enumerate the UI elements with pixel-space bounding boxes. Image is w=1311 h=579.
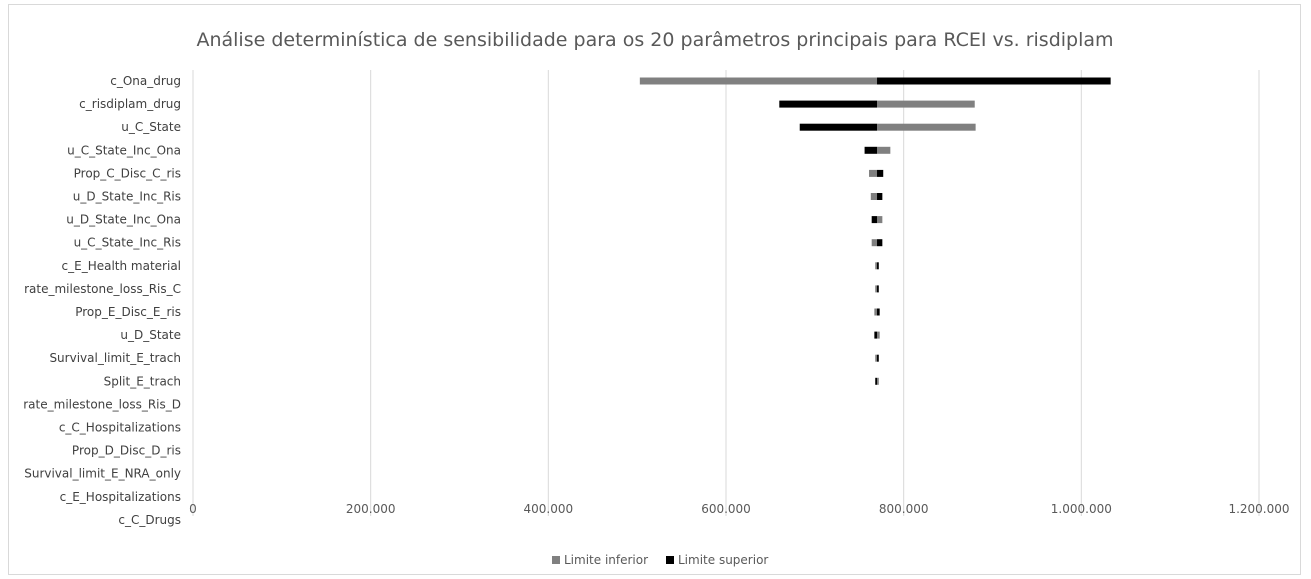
bar-limite-superior xyxy=(877,169,884,177)
chart-title: Análise determinística de sensibilidade … xyxy=(196,29,1113,51)
category-label: Survival_limit_E_trach xyxy=(49,351,181,365)
bar-limite-superior xyxy=(877,354,879,362)
bar-limite-inferior xyxy=(871,239,878,247)
category-label: u_D_State_Inc_Ris xyxy=(73,190,181,204)
bar-limite-inferior xyxy=(869,169,878,177)
bar-limite-inferior xyxy=(874,308,878,316)
category-label: c_risdiplam_drug xyxy=(79,97,181,111)
bar-limite-superior xyxy=(864,146,878,154)
category-label: u_C_State xyxy=(121,120,181,134)
category-label: c_C_Drugs xyxy=(118,513,181,527)
legend-label: Limite inferior xyxy=(564,553,648,567)
category-label: Prop_C_Disc_C_ris xyxy=(74,166,181,180)
category-label: c_E_Health material xyxy=(62,259,181,273)
bar-limite-superior xyxy=(779,100,878,108)
bar-limite-inferior xyxy=(875,285,878,293)
category-label: c_Ona_drug xyxy=(110,74,181,88)
gridlines xyxy=(192,70,1260,516)
bar-limite-superior xyxy=(871,216,878,224)
bar-limite-superior xyxy=(877,262,879,270)
x-tick-label: 0 xyxy=(189,502,197,516)
bar-limite-superior xyxy=(877,77,1111,85)
bar-limite-superior xyxy=(877,308,880,316)
category-label: u_C_State_Inc_Ona xyxy=(67,143,181,157)
bar-limite-inferior xyxy=(875,262,878,270)
bar-limite-inferior xyxy=(877,123,976,131)
category-label: u_D_State xyxy=(120,328,181,342)
category-label: rate_milestone_loss_Ris_D xyxy=(23,397,181,411)
bar-limite-superior xyxy=(877,193,883,200)
bar-limite-superior xyxy=(874,331,878,339)
category-label: c_C_Hospitalizations xyxy=(59,421,181,435)
category-label: Prop_E_Disc_E_ris xyxy=(75,305,181,319)
legend-swatch xyxy=(552,556,560,564)
category-label: u_D_State_Inc_Ona xyxy=(66,213,181,227)
bar-limite-inferior xyxy=(875,354,878,362)
bar-limite-superior xyxy=(799,123,878,131)
x-tick-label: 400.000 xyxy=(524,502,574,516)
x-tick-label: 1.000.000 xyxy=(1051,502,1112,516)
category-label: Prop_D_Disc_D_ris xyxy=(72,444,181,458)
bar-limite-superior xyxy=(877,239,883,247)
bar-limite-superior xyxy=(877,285,879,293)
category-label: rate_milestone_loss_Ris_C xyxy=(24,282,181,296)
category-label: u_C_State_Inc_Ris xyxy=(74,236,181,250)
x-tick-label: 1.200.000 xyxy=(1228,502,1289,516)
x-tick-label: 200.000 xyxy=(346,502,396,516)
legend-label: Limite superior xyxy=(678,553,768,567)
bar-limite-inferior xyxy=(877,146,891,154)
category-label: Split_E_trach xyxy=(104,374,181,388)
bar-limite-superior xyxy=(875,377,878,385)
x-tick-labels: 0 200.000 400.000 600.000 800.000 1.000.000 1.… xyxy=(189,502,1289,516)
bar-limite-inferior xyxy=(877,331,880,339)
category-labels: c_Ona_drug c_risdiplam_drug u_C_State u_C_S… xyxy=(23,74,181,527)
category-label: Survival_limit_E_NRA_only xyxy=(24,467,181,481)
chart-frame xyxy=(8,4,1301,575)
category-label: c_E_Hospitalizations xyxy=(60,490,181,504)
legend-swatch xyxy=(666,556,674,564)
bar-limite-inferior xyxy=(639,77,878,85)
x-tick-label: 800.000 xyxy=(879,502,929,516)
legend: Limite inferior Limite superior xyxy=(552,553,768,567)
bar-limite-inferior xyxy=(877,216,883,224)
bars xyxy=(639,77,1111,385)
bar-limite-inferior xyxy=(877,100,975,108)
bar-limite-inferior xyxy=(877,377,879,385)
x-tick-label: 600.000 xyxy=(701,502,751,516)
bar-limite-inferior xyxy=(870,193,878,200)
